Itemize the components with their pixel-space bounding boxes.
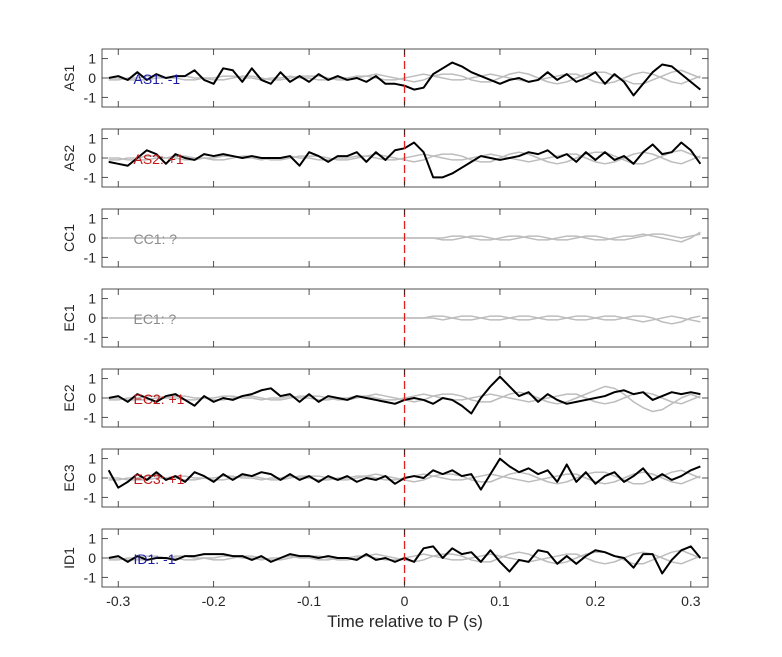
y-tick-label: 1: [88, 531, 96, 547]
x-tick-label: -0.2: [202, 593, 226, 609]
y-axis-label: EC1: [61, 304, 77, 331]
station-label: AS2: +1: [133, 151, 183, 167]
y-tick-label: 0: [88, 310, 96, 326]
y-tick-label: 0: [88, 150, 96, 166]
y-tick-label: 1: [88, 211, 96, 227]
x-tick-label: 0: [401, 593, 409, 609]
station-label: EC1: ?: [133, 311, 176, 327]
x-tick-label: -0.1: [297, 593, 321, 609]
station-label: ID1: -1: [133, 551, 175, 567]
y-tick-label: -1: [84, 89, 97, 105]
y-axis-label: EC3: [61, 464, 77, 491]
y-tick-label: 1: [88, 131, 96, 147]
y-tick-label: 0: [88, 470, 96, 486]
y-tick-label: 1: [88, 451, 96, 467]
y-tick-label: -1: [84, 249, 97, 265]
x-axis-label: Time relative to P (s): [327, 612, 483, 631]
station-label: CC1: ?: [133, 231, 177, 247]
y-tick-label: -1: [84, 489, 97, 505]
x-tick-label: 0.1: [490, 593, 510, 609]
y-axis-label: AS1: [61, 65, 77, 92]
y-axis-label: AS2: [61, 145, 77, 172]
y-tick-label: 0: [88, 390, 96, 406]
y-axis-label: EC2: [61, 384, 77, 411]
x-tick-label: 0.3: [681, 593, 701, 609]
y-tick-label: 1: [88, 51, 96, 67]
station-label: EC3: +1: [133, 471, 184, 487]
y-tick-label: -1: [84, 329, 97, 345]
x-tick-label: 0.2: [586, 593, 606, 609]
station-label: EC2: +1: [133, 391, 184, 407]
y-tick-label: 0: [88, 230, 96, 246]
y-axis-label: ID1: [61, 547, 77, 569]
y-tick-label: -1: [84, 169, 97, 185]
x-tick-label: -0.3: [106, 593, 130, 609]
y-tick-label: -1: [84, 569, 97, 585]
station-label: AS1: -1: [133, 71, 180, 87]
y-axis-label: CC1: [61, 224, 77, 252]
y-tick-label: 0: [88, 550, 96, 566]
y-tick-label: 0: [88, 70, 96, 86]
y-tick-label: 1: [88, 371, 96, 387]
y-tick-label: -1: [84, 409, 97, 425]
y-tick-label: 1: [88, 291, 96, 307]
